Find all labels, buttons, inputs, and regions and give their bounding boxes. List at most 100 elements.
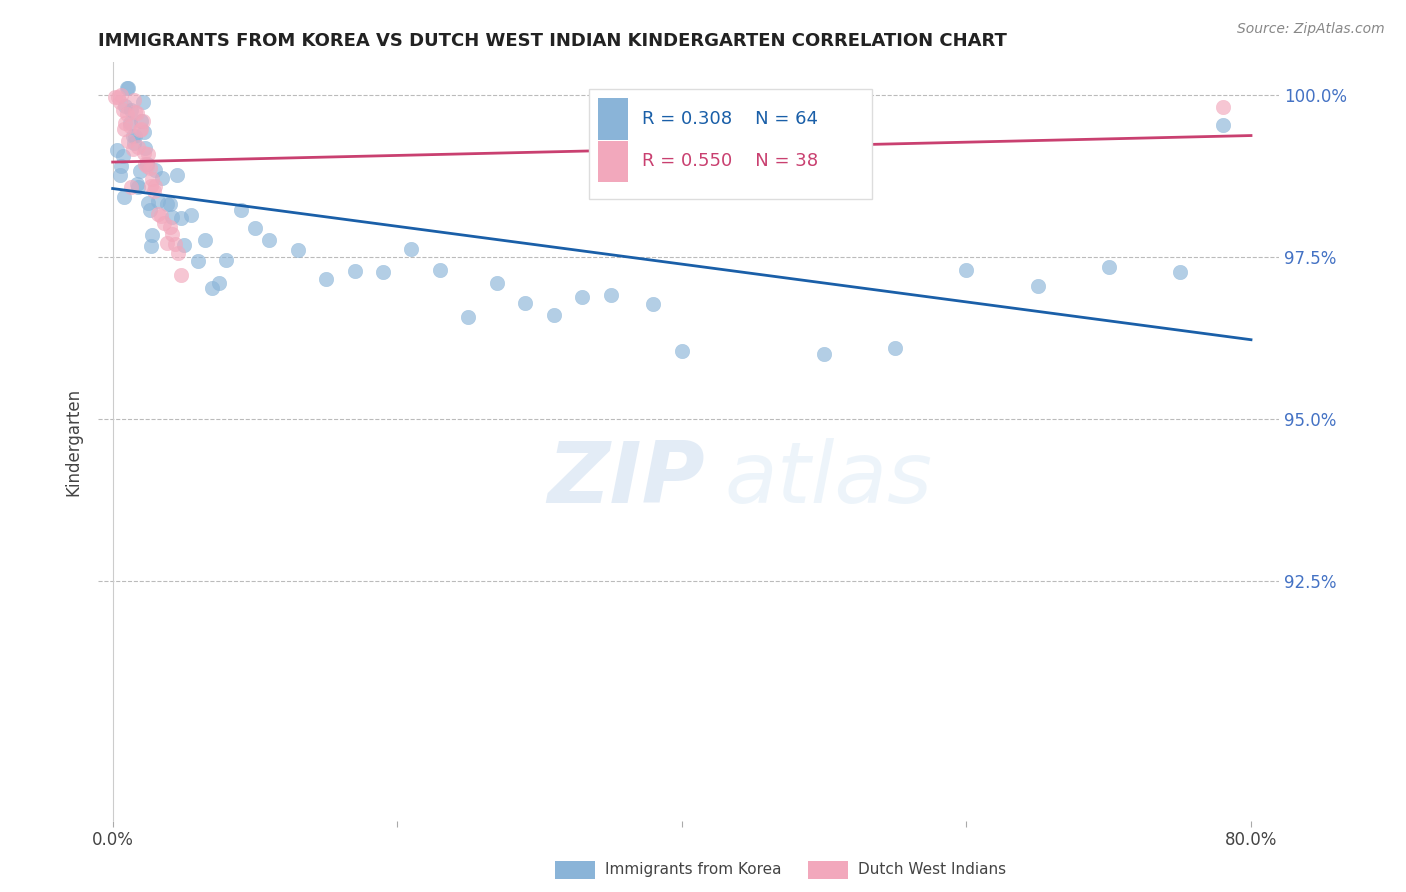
Point bbox=[124, 128, 146, 143]
Point bbox=[243, 220, 266, 235]
Y-axis label: Kindergarten: Kindergarten bbox=[65, 387, 83, 496]
Point bbox=[401, 242, 423, 256]
Point bbox=[112, 122, 135, 136]
Point bbox=[136, 147, 159, 161]
Point bbox=[128, 123, 150, 137]
Point bbox=[813, 346, 835, 360]
Point bbox=[153, 216, 176, 230]
Point bbox=[114, 99, 136, 113]
Point bbox=[201, 281, 224, 295]
Point bbox=[315, 272, 337, 286]
Text: R = 0.550    N = 38: R = 0.550 N = 38 bbox=[641, 153, 818, 170]
Text: Immigrants from Korea: Immigrants from Korea bbox=[605, 863, 782, 877]
Point bbox=[1098, 260, 1121, 274]
Point bbox=[1026, 278, 1049, 293]
Point bbox=[120, 103, 142, 118]
Point bbox=[156, 236, 179, 251]
Point bbox=[135, 159, 157, 173]
Point bbox=[105, 143, 128, 157]
Point bbox=[457, 310, 479, 324]
Point bbox=[167, 246, 190, 260]
Point bbox=[117, 81, 139, 95]
Point bbox=[180, 208, 202, 222]
Point bbox=[162, 227, 184, 241]
Point bbox=[107, 89, 129, 103]
Point bbox=[139, 238, 162, 252]
Point bbox=[208, 276, 231, 290]
Bar bbox=[598, 98, 627, 140]
Point bbox=[110, 160, 132, 174]
Point bbox=[170, 211, 193, 226]
Point bbox=[134, 141, 156, 155]
Point bbox=[141, 172, 163, 186]
Point bbox=[127, 179, 149, 194]
Point bbox=[148, 207, 170, 221]
Bar bbox=[598, 141, 627, 182]
Text: IMMIGRANTS FROM KOREA VS DUTCH WEST INDIAN KINDERGARTEN CORRELATION CHART: IMMIGRANTS FROM KOREA VS DUTCH WEST INDI… bbox=[98, 32, 1007, 50]
Point bbox=[215, 252, 238, 267]
Point bbox=[148, 194, 170, 209]
Point bbox=[257, 233, 280, 247]
Point bbox=[134, 156, 156, 170]
Point bbox=[111, 149, 134, 163]
Point bbox=[1212, 100, 1234, 114]
Point bbox=[343, 264, 366, 278]
Point bbox=[138, 161, 160, 176]
Point bbox=[112, 189, 135, 203]
Point bbox=[173, 238, 195, 252]
Point bbox=[108, 169, 131, 183]
Point bbox=[671, 343, 693, 358]
Point bbox=[115, 81, 138, 95]
Text: R = 0.308    N = 64: R = 0.308 N = 64 bbox=[641, 110, 818, 128]
Point bbox=[152, 171, 174, 186]
Point bbox=[643, 296, 665, 310]
Point bbox=[131, 114, 153, 128]
Point bbox=[104, 90, 127, 104]
Point bbox=[108, 95, 131, 110]
Text: ZIP: ZIP bbox=[547, 438, 704, 521]
Point bbox=[955, 263, 977, 277]
Point bbox=[125, 106, 148, 120]
Text: atlas: atlas bbox=[724, 438, 932, 521]
Point bbox=[115, 107, 138, 121]
Point bbox=[114, 115, 136, 129]
Point bbox=[543, 309, 565, 323]
Point bbox=[166, 169, 188, 183]
Point bbox=[138, 203, 160, 218]
Point bbox=[127, 139, 149, 153]
Point bbox=[124, 104, 146, 119]
Text: Dutch West Indians: Dutch West Indians bbox=[858, 863, 1005, 877]
Point bbox=[122, 136, 145, 150]
Point bbox=[121, 129, 143, 144]
Point bbox=[142, 184, 165, 198]
Point bbox=[156, 196, 179, 211]
Point bbox=[599, 288, 621, 302]
Point bbox=[1168, 265, 1191, 279]
Point bbox=[429, 262, 451, 277]
Point bbox=[162, 210, 184, 224]
Point bbox=[143, 163, 166, 178]
Point bbox=[132, 125, 155, 139]
Text: Source: ZipAtlas.com: Source: ZipAtlas.com bbox=[1237, 22, 1385, 37]
Point bbox=[150, 209, 173, 223]
Point bbox=[122, 93, 145, 107]
Point bbox=[371, 265, 394, 279]
Point bbox=[287, 243, 309, 257]
Point bbox=[110, 87, 132, 102]
Point bbox=[132, 146, 155, 161]
Point bbox=[1212, 118, 1234, 132]
Point bbox=[159, 220, 181, 235]
Point bbox=[170, 268, 193, 283]
Point bbox=[120, 180, 142, 194]
Point bbox=[129, 122, 152, 136]
Point bbox=[571, 290, 593, 304]
Point bbox=[159, 197, 181, 211]
Point bbox=[111, 103, 134, 117]
Point bbox=[165, 236, 187, 251]
Point bbox=[129, 114, 152, 128]
Point bbox=[187, 254, 209, 268]
Point bbox=[121, 142, 143, 156]
Point bbox=[118, 120, 141, 134]
Point bbox=[884, 341, 907, 355]
Point bbox=[128, 163, 150, 178]
